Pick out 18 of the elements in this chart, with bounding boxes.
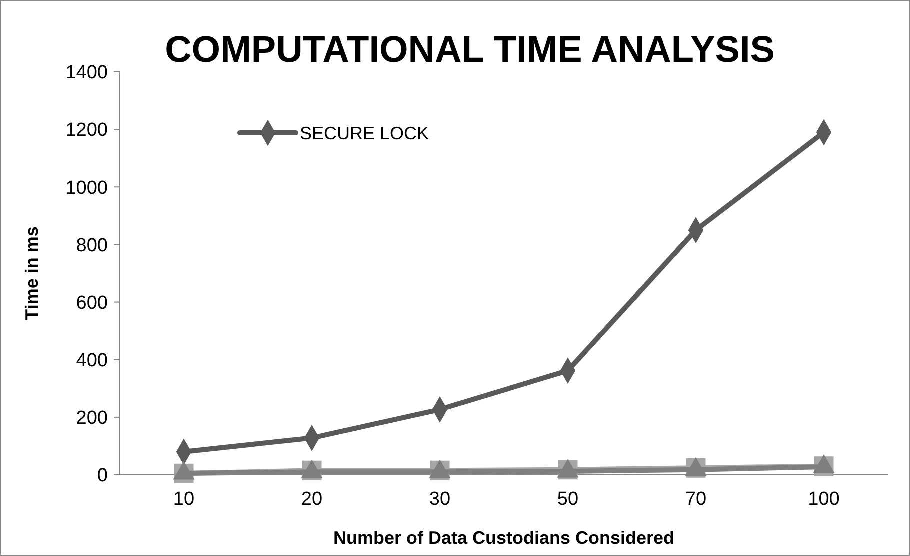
x-tick-label: 10 xyxy=(173,489,195,510)
chart-title: COMPUTATIONAL TIME ANALYSIS xyxy=(165,29,775,70)
y-tick-label: 1400 xyxy=(66,62,108,84)
x-tick-label: 20 xyxy=(301,489,323,510)
y-tick-label: 800 xyxy=(76,235,108,256)
x-axis-title: Number of Data Custodians Considered xyxy=(333,528,675,548)
y-axis-title: Time in ms xyxy=(22,226,42,320)
x-tick-label: 50 xyxy=(557,489,579,510)
y-tick-label: 400 xyxy=(76,350,108,372)
y-tick-label: 200 xyxy=(76,408,108,430)
y-tick-label: 1200 xyxy=(66,120,108,142)
x-tick-label: 100 xyxy=(808,489,840,510)
y-tick-label: 1000 xyxy=(66,178,108,199)
y-tick-label: 0 xyxy=(97,466,108,487)
x-tick-label: 70 xyxy=(685,489,707,510)
x-tick-label: 30 xyxy=(429,489,451,510)
legend-label: SECURE LOCK xyxy=(300,123,430,144)
y-tick-label: 600 xyxy=(76,292,108,314)
